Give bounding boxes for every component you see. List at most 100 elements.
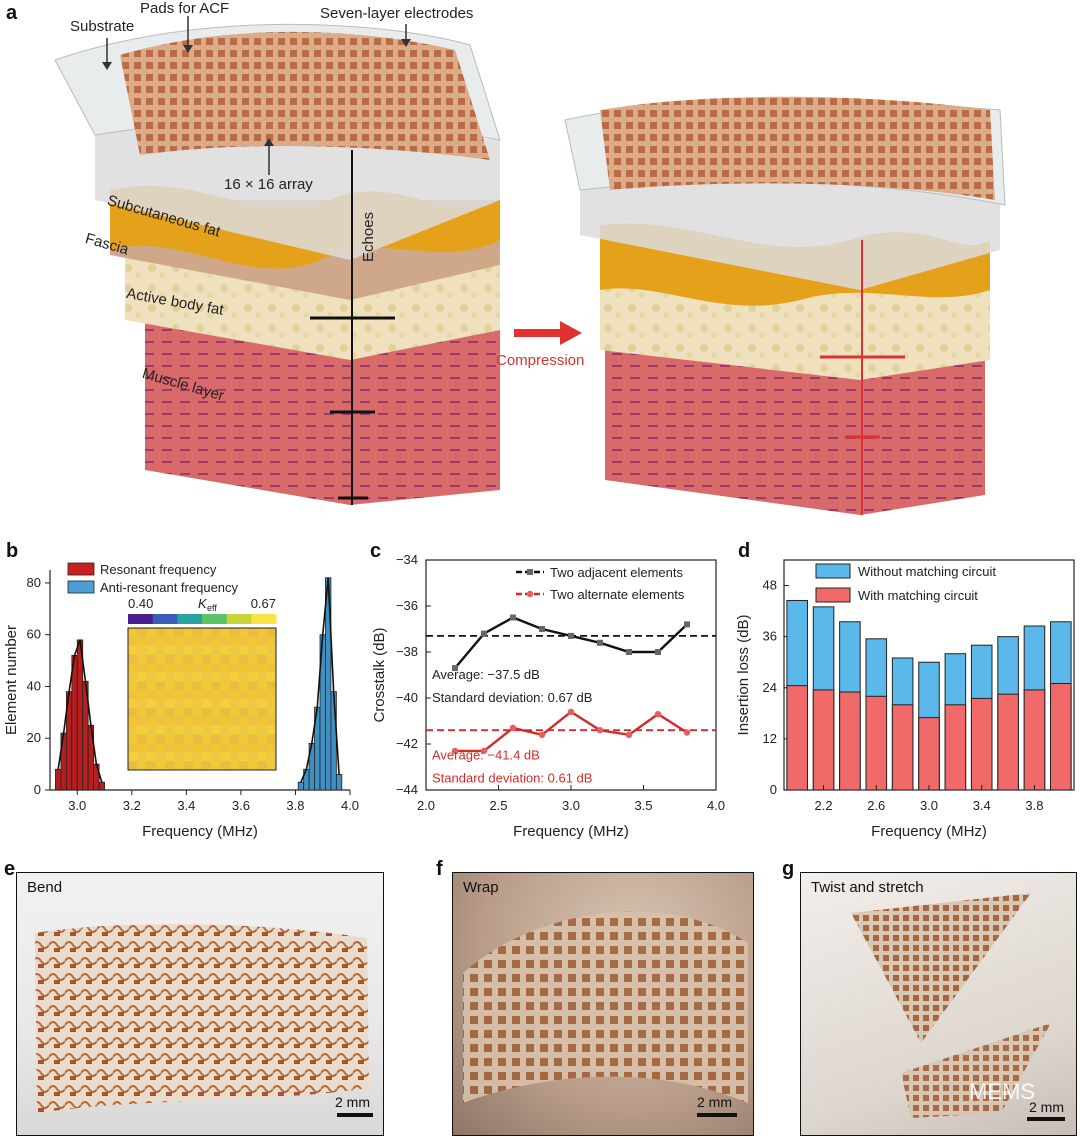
heatmap-cell bbox=[192, 645, 203, 655]
heatmap-cell bbox=[146, 707, 157, 718]
data-point bbox=[481, 630, 487, 637]
legend-swatch bbox=[815, 587, 851, 603]
histogram-bar bbox=[330, 691, 337, 791]
heatmap-cell bbox=[202, 654, 212, 664]
heatmap-cell bbox=[248, 654, 258, 664]
heatmap-cell bbox=[202, 743, 212, 753]
heatmap-cell bbox=[192, 654, 203, 664]
heatmap-cell bbox=[220, 707, 231, 718]
heatmap-cell bbox=[220, 628, 231, 638]
heatmap-cell bbox=[155, 707, 166, 718]
heatmap-cell bbox=[155, 725, 166, 735]
heatmap-cell bbox=[248, 681, 258, 691]
heatmap-cell bbox=[266, 636, 277, 647]
series-line bbox=[454, 616, 688, 669]
bar-with-matching bbox=[1050, 683, 1072, 791]
colorbar-segment bbox=[177, 614, 203, 624]
heatmap-cell bbox=[183, 654, 194, 664]
heatmap-cell bbox=[165, 645, 175, 655]
heatmap-cell bbox=[220, 743, 231, 753]
histogram-bar bbox=[98, 781, 105, 791]
heatmap-cell bbox=[239, 690, 249, 700]
y-axis-label: Crosstalk (dB) bbox=[371, 627, 388, 722]
heatmap-cell bbox=[266, 681, 277, 691]
y-tick-label: 60 bbox=[27, 627, 41, 642]
panel-label-b: b bbox=[6, 540, 19, 562]
heatmap-cell bbox=[183, 663, 194, 673]
y-axis-label: Insertion loss (dB) bbox=[735, 615, 752, 736]
heatmap-cell bbox=[137, 672, 147, 682]
heatmap-cell bbox=[202, 690, 212, 700]
heatmap-cell bbox=[165, 690, 175, 700]
heatmap-cell bbox=[266, 672, 277, 682]
heatmap-cell bbox=[229, 725, 240, 735]
heatmap-cell bbox=[155, 654, 166, 664]
heatmap-cell bbox=[137, 654, 147, 664]
photo-twist: Twist and stretch MEMS 2 mm bbox=[800, 872, 1077, 1136]
echoes-label: Echoes bbox=[360, 211, 377, 262]
y-axis-label: Element number bbox=[3, 625, 20, 735]
y-tick-label: −42 bbox=[396, 736, 418, 751]
heatmap-cell bbox=[229, 681, 240, 691]
heatmap-cell bbox=[266, 707, 277, 718]
bar-with-matching bbox=[944, 704, 967, 791]
heatmap-cell bbox=[257, 725, 268, 735]
heatmap-cell bbox=[137, 707, 147, 718]
heatmap-cell bbox=[202, 663, 212, 673]
data-point bbox=[626, 649, 632, 655]
data-point bbox=[452, 665, 458, 672]
heatmap-cell bbox=[183, 752, 194, 762]
panel-label-a: a bbox=[6, 2, 18, 24]
heatmap-cell bbox=[239, 743, 249, 753]
x-tick-label: 2.6 bbox=[867, 798, 885, 813]
scale-label-e: 2 mm bbox=[335, 1094, 370, 1110]
heatmap-cell bbox=[211, 628, 221, 638]
colorbar bbox=[128, 614, 277, 624]
heatmap-cell bbox=[183, 672, 194, 682]
panel-label-e: e bbox=[4, 858, 16, 880]
heatmap-cell bbox=[174, 752, 184, 762]
electrodes-label: Seven-layer electrodes bbox=[320, 5, 474, 22]
heatmap-cell bbox=[128, 752, 138, 762]
heatmap-cell bbox=[229, 707, 240, 718]
heatmap-cell bbox=[202, 761, 212, 771]
heatmap-cell bbox=[165, 734, 175, 744]
x-tick-label: 3.2 bbox=[123, 798, 141, 813]
x-tick-label: 4.0 bbox=[341, 798, 359, 813]
data-point bbox=[510, 614, 516, 621]
legend-label: Anti-resonant frequency bbox=[100, 580, 239, 595]
heatmap-cell bbox=[155, 672, 166, 682]
heatmap-cell bbox=[239, 716, 249, 726]
heatmap-cell bbox=[183, 743, 194, 753]
heatmap-cell bbox=[202, 734, 212, 744]
y-tick-label: −44 bbox=[396, 782, 418, 797]
x-tick-label: 3.4 bbox=[177, 798, 195, 813]
heatmap-cell bbox=[211, 681, 221, 691]
heatmap-cell bbox=[257, 672, 268, 682]
heatmap-cell bbox=[174, 628, 184, 638]
heatmap-cell bbox=[155, 743, 166, 753]
heatmap-cell bbox=[211, 699, 221, 709]
heatmap-cell bbox=[211, 716, 221, 726]
heatmap-cell bbox=[146, 645, 157, 655]
heatmap-cell bbox=[155, 636, 166, 647]
heatmap-cell bbox=[183, 734, 194, 744]
data-point bbox=[451, 747, 459, 755]
x-tick-label: 3.0 bbox=[920, 798, 938, 813]
legend-marker bbox=[526, 590, 534, 598]
scale-label-g: 2 mm bbox=[1029, 1099, 1064, 1115]
heatmap-cell bbox=[192, 743, 203, 753]
heatmap-cell bbox=[229, 645, 240, 655]
heatmap-cell bbox=[192, 752, 203, 762]
heatmap-cell bbox=[220, 734, 231, 744]
y-tick-label: −40 bbox=[396, 690, 418, 705]
heatmap-cell bbox=[128, 654, 138, 664]
x-axis-label: Frequency (MHz) bbox=[871, 823, 987, 840]
bend-array-image bbox=[35, 923, 369, 1113]
heatmap-cell bbox=[155, 734, 166, 744]
panel-label-f: f bbox=[436, 858, 443, 880]
y-tick-label: 0 bbox=[34, 782, 41, 797]
heatmap-cell bbox=[229, 734, 240, 744]
heatmap-cell bbox=[128, 672, 138, 682]
colorbar-min: 0.40 bbox=[128, 596, 153, 611]
